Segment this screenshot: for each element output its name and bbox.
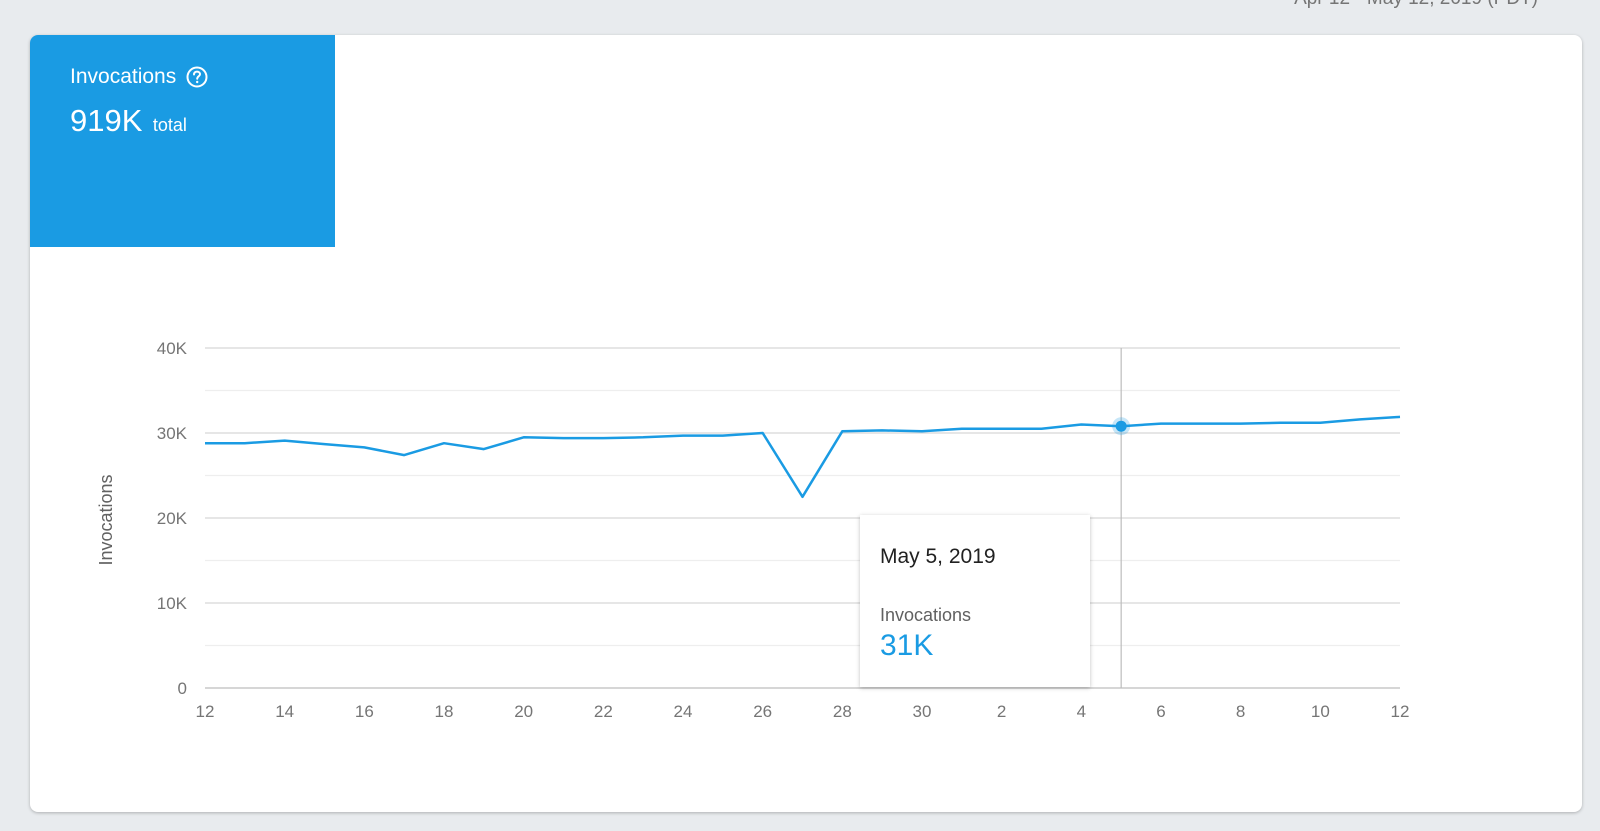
series-layer — [205, 348, 1401, 688]
tooltip-label: Invocations — [880, 605, 972, 625]
x-tick-label: 14 — [275, 702, 294, 721]
invocations-card: Invocations 919K total Invocations 0 10K 2… — [30, 35, 1582, 812]
x-tick-label: 8 — [1236, 702, 1245, 721]
y-tick-label: 40K — [157, 339, 188, 358]
y-tick-label: 30K — [157, 424, 188, 443]
x-tick-label: 12 — [196, 702, 215, 721]
invocations-metric-tile[interactable]: Invocations 919K total — [30, 35, 335, 247]
chart-tooltip: May 5, 2019 Invocations 31K — [860, 515, 1090, 687]
y-tick-label: 0 — [178, 679, 187, 698]
x-tick-label: 16 — [355, 702, 374, 721]
x-tick-label: 6 — [1156, 702, 1165, 721]
x-tick-label: 26 — [753, 702, 772, 721]
x-tick-label: 2 — [997, 702, 1006, 721]
x-tick-label: 4 — [1077, 702, 1086, 721]
metric-total: 919K total — [70, 103, 187, 139]
tooltip-date: May 5, 2019 — [880, 545, 996, 568]
x-tick-label: 20 — [514, 702, 533, 721]
metric-header: Invocations — [70, 65, 208, 89]
date-range-label[interactable]: Apr 12 - May 12, 2019 (PDT) — [1294, 0, 1538, 10]
tooltip-value: 31K — [880, 629, 934, 662]
x-tick-label: 22 — [594, 702, 613, 721]
x-tick-label: 10 — [1311, 702, 1330, 721]
y-tick-label: 20K — [157, 509, 188, 528]
y-axis-title: Invocations — [96, 474, 116, 565]
help-circle-icon[interactable] — [186, 66, 208, 88]
invocations-series-line — [205, 415, 1401, 499]
x-tick-label: 30 — [913, 702, 932, 721]
x-tick-label: 12 — [1391, 702, 1410, 721]
metric-total-value: 919K — [70, 103, 143, 138]
grid-lines — [205, 347, 1400, 689]
x-tick-label: 28 — [833, 702, 852, 721]
y-tick-label: 10K — [157, 594, 188, 613]
metric-title: Invocations — [70, 65, 177, 88]
metric-total-unit: total — [152, 115, 187, 135]
x-tick-label: 18 — [435, 702, 454, 721]
x-tick-label: 24 — [674, 702, 693, 721]
highlight-point — [1115, 420, 1127, 432]
